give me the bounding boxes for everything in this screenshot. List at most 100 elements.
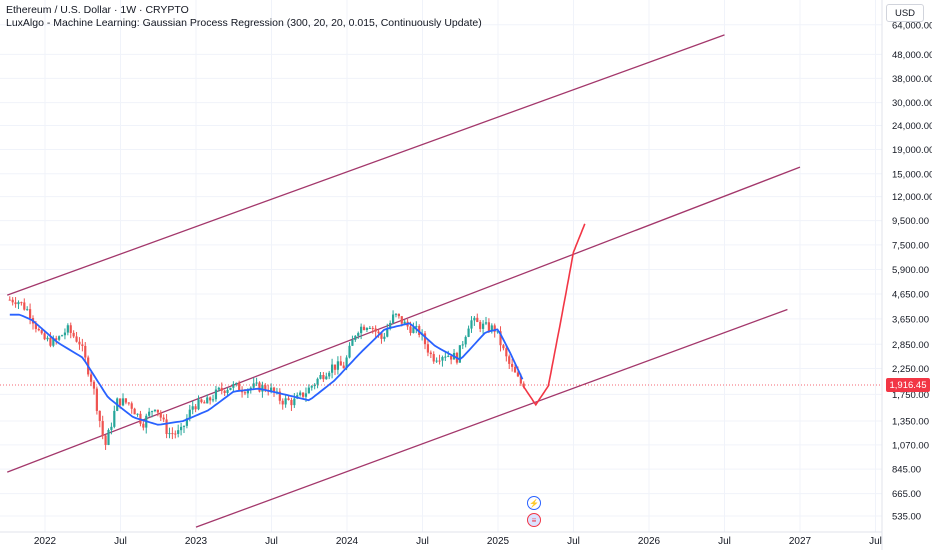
- us-flag-event-icon[interactable]: ≡: [527, 513, 541, 527]
- candle-body: [513, 366, 517, 373]
- time-tick-label: Jul: [265, 536, 278, 547]
- candle-body: [34, 323, 38, 329]
- candle-body: [339, 361, 342, 366]
- candle-body: [380, 333, 383, 339]
- candle-body: [130, 403, 133, 409]
- candle-body: [322, 374, 325, 380]
- candle-body: [98, 410, 101, 421]
- candle-body: [325, 376, 328, 380]
- price-tick-label: 3,650.00: [892, 314, 929, 325]
- candle-body: [209, 397, 212, 401]
- candle-body: [336, 361, 340, 370]
- candle-body: [197, 399, 200, 410]
- candle-body: [415, 326, 418, 328]
- candle-body: [8, 299, 11, 301]
- candle-body: [171, 433, 174, 435]
- candle-body: [397, 313, 400, 317]
- candle-body: [441, 357, 444, 361]
- candle-body: [458, 345, 461, 363]
- candle-body: [110, 426, 113, 430]
- channel-line-upper: [7, 34, 725, 296]
- candle-body: [400, 316, 403, 324]
- candle-body: [502, 345, 505, 349]
- regression-path: [9, 313, 524, 426]
- indicator-title[interactable]: LuxAlgo - Machine Learning: Gaussian Pro…: [6, 17, 482, 29]
- price-tick-label: 4,650.00: [892, 290, 929, 301]
- grid: [0, 0, 882, 532]
- price-tick-label: 5,900.00: [892, 265, 929, 276]
- candle-body: [264, 385, 267, 391]
- time-tick-label: Jul: [114, 536, 127, 547]
- candle-body: [516, 372, 520, 377]
- candle-body: [383, 336, 386, 339]
- candle-body: [188, 409, 191, 419]
- candle-body: [394, 313, 398, 315]
- candle-body: [252, 383, 255, 388]
- candle-body: [69, 325, 72, 333]
- candle-body: [496, 331, 499, 333]
- candle-body: [150, 411, 154, 413]
- candle-body: [133, 408, 136, 415]
- candle-body: [11, 299, 14, 303]
- candle-body: [258, 382, 261, 392]
- chart-legend: Ethereum / U.S. Dollar · 1W · CRYPTO Lux…: [6, 4, 482, 30]
- candle-body: [377, 331, 380, 334]
- candle-body: [304, 393, 308, 397]
- candle-body: [290, 399, 293, 406]
- candle-body: [351, 339, 354, 346]
- candle-body: [37, 328, 40, 331]
- candle-body: [60, 335, 64, 337]
- candle-body: [490, 325, 493, 332]
- lightning-event-icon[interactable]: ⚡: [527, 496, 541, 510]
- candle-body: [23, 302, 26, 310]
- time-tick-label: 2024: [336, 536, 359, 547]
- candle-body: [156, 409, 159, 413]
- candle-body: [522, 383, 525, 387]
- candle-body: [179, 426, 183, 431]
- candle-body: [328, 372, 331, 377]
- candle-body: [148, 411, 151, 416]
- channel-line-middle: [7, 166, 801, 473]
- symbol-title[interactable]: Ethereum / U.S. Dollar · 1W · CRYPTO: [6, 4, 189, 16]
- forecast-line: [522, 223, 586, 407]
- candle-body: [270, 387, 273, 392]
- price-tick-label: 2,850.00: [892, 340, 929, 351]
- candle-body: [211, 399, 215, 401]
- price-tick-label: 535.00: [892, 512, 921, 523]
- candle-body: [101, 420, 104, 436]
- candle-body: [299, 392, 302, 396]
- candle-body: [223, 390, 226, 393]
- candle-body: [28, 309, 32, 319]
- candle-body: [391, 314, 395, 323]
- currency-unit-button[interactable]: USD: [886, 4, 924, 22]
- candle-body: [389, 322, 392, 329]
- candle-body: [499, 331, 502, 346]
- candle-body: [301, 392, 305, 397]
- candle-body: [438, 360, 441, 362]
- time-tick-label: Jul: [718, 536, 731, 547]
- candle-body: [191, 406, 194, 410]
- candle-body: [243, 392, 247, 394]
- time-tick-label: 2027: [789, 536, 812, 547]
- candle-body: [429, 352, 432, 355]
- candle-body: [447, 355, 450, 357]
- candle-body: [284, 398, 287, 405]
- time-tick-label: Jul: [869, 536, 882, 547]
- time-tick-label: 2025: [487, 536, 510, 547]
- candle-body: [360, 326, 363, 334]
- candle-body: [293, 398, 296, 406]
- candle-body: [409, 326, 412, 333]
- candle-body: [426, 344, 430, 353]
- candle-body: [432, 354, 435, 362]
- price-axis[interactable]: 64,000.00 48,000.00 38,000.00 30,000.00 24,0…: [881, 0, 932, 550]
- candle-body: [330, 364, 334, 373]
- candle-body: [162, 417, 165, 420]
- candle-body: [165, 419, 168, 434]
- price-tick-label: 2,250.00: [892, 364, 929, 375]
- candle-body: [316, 378, 319, 385]
- candle-body: [423, 333, 427, 345]
- candle-body: [84, 345, 87, 358]
- time-axis[interactable]: 2022 Jul 2023 Jul 2024 Jul 2025 Jul 2026 Jul 2027 J…: [0, 531, 882, 547]
- candle-body: [174, 433, 177, 435]
